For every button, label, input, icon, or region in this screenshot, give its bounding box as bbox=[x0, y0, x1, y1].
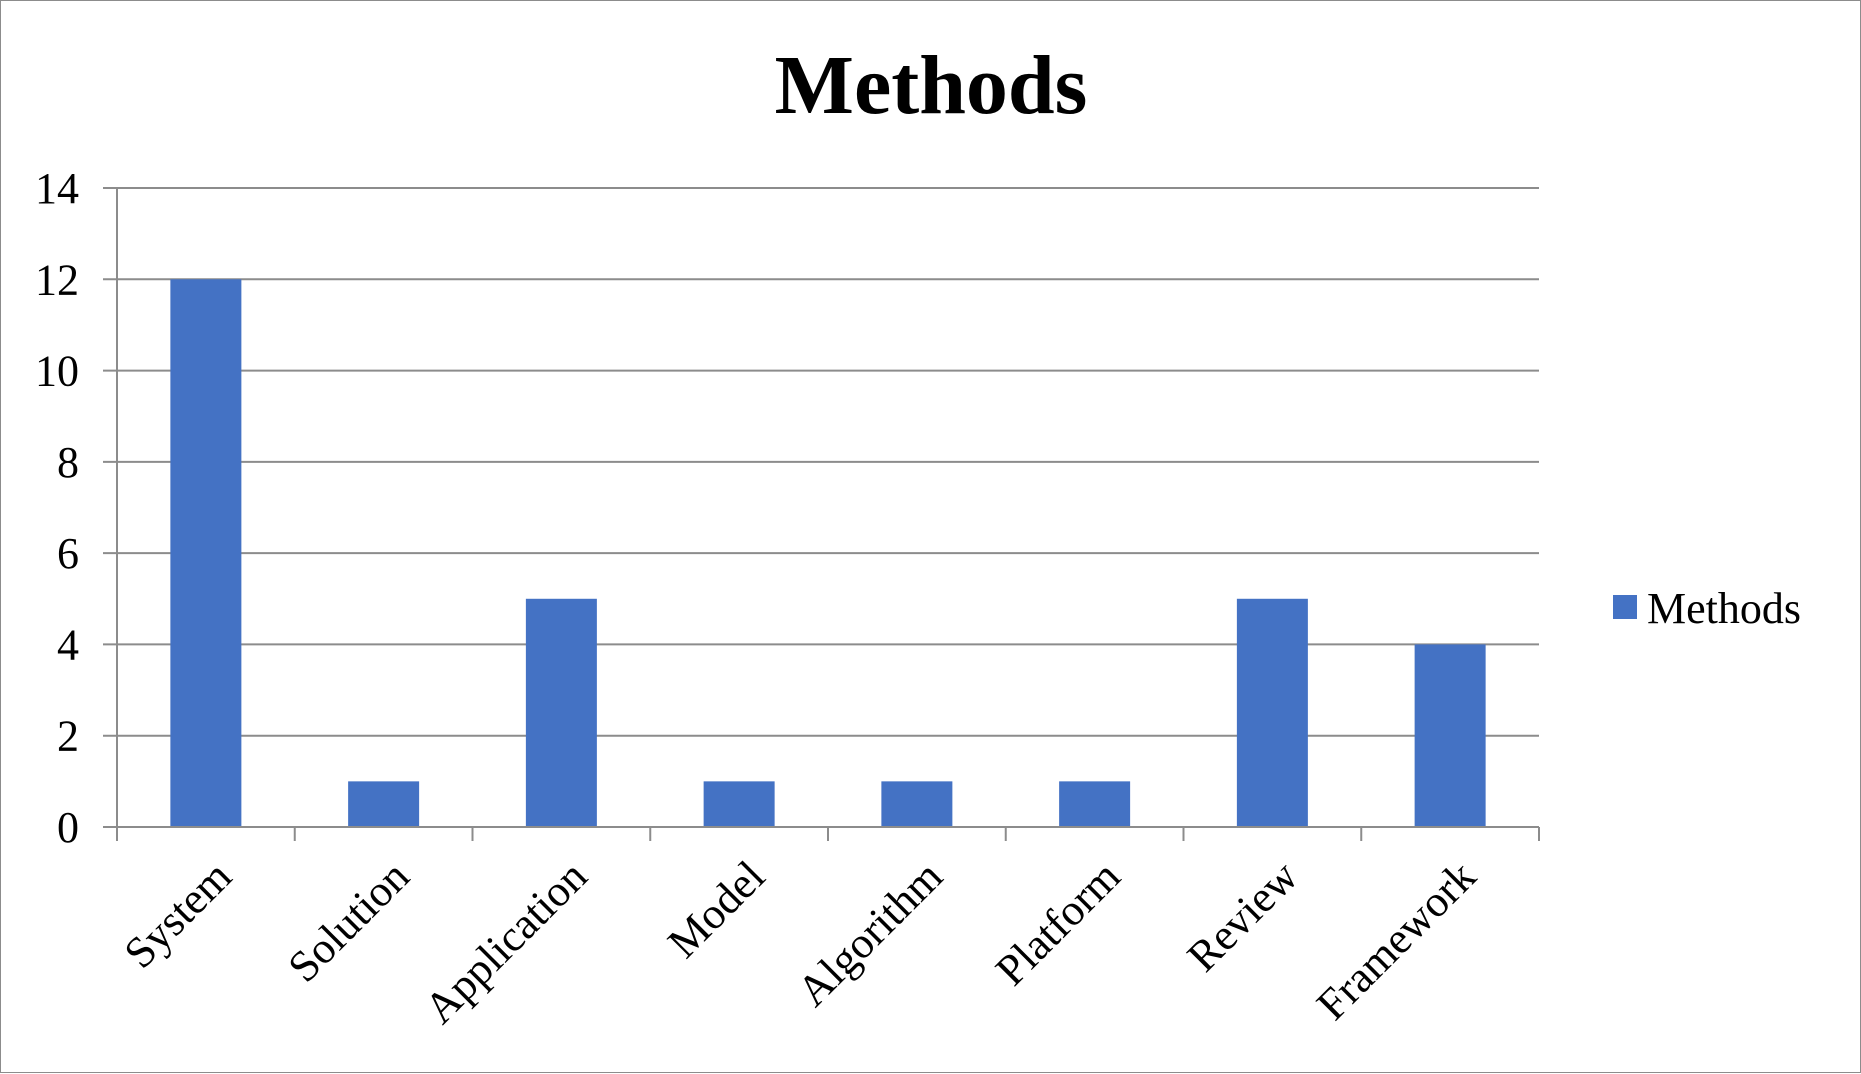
bar-platform bbox=[1059, 781, 1131, 827]
legend-label: Methods bbox=[1647, 584, 1801, 633]
bar-model bbox=[703, 781, 775, 827]
x-tick-label: System bbox=[115, 851, 241, 977]
y-tick-label: 14 bbox=[35, 164, 79, 213]
axes bbox=[116, 188, 1540, 841]
x-tick-label: Framework bbox=[1307, 851, 1485, 1029]
gridlines bbox=[103, 187, 1539, 828]
y-tick-label: 2 bbox=[57, 712, 79, 761]
y-tick-label: 0 bbox=[57, 803, 79, 852]
bar-algorithm bbox=[881, 781, 953, 827]
y-tick-label: 4 bbox=[57, 620, 79, 669]
bar-review bbox=[1236, 598, 1308, 827]
x-tick-label: Solution bbox=[279, 851, 419, 991]
x-tick-label: Review bbox=[1178, 851, 1308, 981]
bars bbox=[170, 279, 1486, 827]
bar-system bbox=[170, 279, 242, 827]
x-tick-label: Application bbox=[415, 851, 597, 1033]
x-tick-label: Model bbox=[658, 851, 774, 967]
bar-framework bbox=[1414, 644, 1486, 827]
bar-application bbox=[525, 598, 597, 827]
x-tick-label: Platform bbox=[986, 851, 1130, 995]
x-tick-label: Algorithm bbox=[788, 851, 952, 1015]
y-tick-label: 10 bbox=[35, 347, 79, 396]
legend: Methods bbox=[1613, 584, 1801, 633]
y-tick-label: 6 bbox=[57, 529, 79, 578]
chart-title: Methods bbox=[775, 39, 1088, 132]
y-tick-label: 12 bbox=[35, 255, 79, 304]
y-tick-label: 8 bbox=[57, 438, 79, 487]
bar-solution bbox=[348, 781, 420, 827]
y-tick-labels: 0 2 4 6 8 10 12 14 bbox=[35, 164, 79, 852]
legend-swatch bbox=[1613, 595, 1637, 619]
